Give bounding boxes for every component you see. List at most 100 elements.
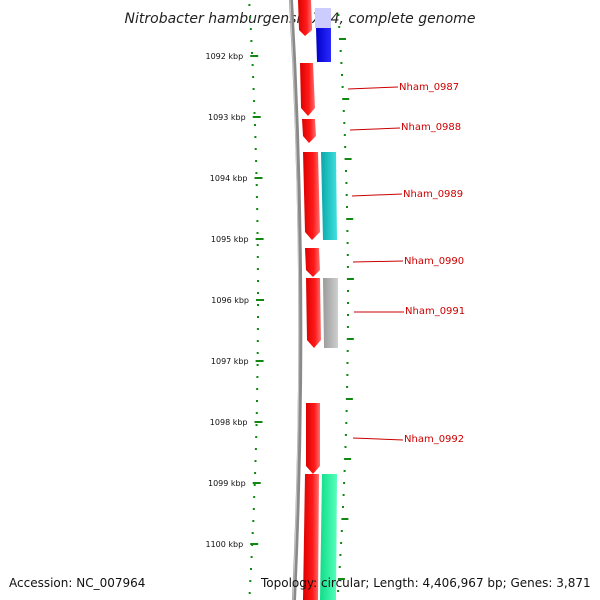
accession-text: Accession: NC_007964 xyxy=(9,576,145,590)
scale-tick-mark xyxy=(256,299,264,301)
inner-scale-dot xyxy=(346,206,348,208)
scale-ticks: 1092 kbp 1093 kbp 1094 kbp 1095 kbp 1096 kbp… xyxy=(205,52,264,549)
inner-scale-dot xyxy=(342,110,345,112)
inner-scale-dot xyxy=(346,386,349,388)
feature-green[interactable] xyxy=(320,474,337,600)
gene-label-nham-0987[interactable]: Nham_0987 xyxy=(399,82,459,93)
inner-scale-dot xyxy=(345,410,348,412)
inner-scale-dot xyxy=(344,158,352,160)
gene-callout-line xyxy=(349,127,401,131)
scale-dot xyxy=(257,280,259,282)
scale-tick-label: 1095 kbp xyxy=(211,235,249,244)
scale-tick-label: 1099 kbp xyxy=(208,479,246,488)
scale-dot xyxy=(253,100,256,102)
scale-dot xyxy=(253,112,256,114)
cds-feature[interactable] xyxy=(306,403,320,474)
scale-tick-mark xyxy=(254,177,263,179)
inner-scale-dot xyxy=(344,458,352,460)
cds-feature[interactable] xyxy=(300,63,315,116)
scale-dot xyxy=(255,172,258,174)
inner-scale-dot xyxy=(346,230,349,232)
scale-dot xyxy=(256,376,259,378)
inner-scale-dot xyxy=(345,170,347,172)
feature-cyan[interactable] xyxy=(321,152,337,240)
inner-scale-dot xyxy=(346,242,349,244)
gene-callout-line xyxy=(351,193,403,197)
inner-scale-dot xyxy=(347,314,349,316)
scale-dot xyxy=(248,4,251,6)
scale-dot xyxy=(257,304,259,306)
inner-scale-dot xyxy=(345,182,348,184)
scale-dot xyxy=(256,220,259,222)
scale-dot xyxy=(251,532,254,534)
cds-feature[interactable] xyxy=(302,119,316,143)
scale-dot xyxy=(257,316,259,318)
scale-tick-label: 1098 kbp xyxy=(210,418,248,427)
cds-feature[interactable] xyxy=(298,0,312,36)
inner-scale-dot xyxy=(341,74,343,76)
inner-scale-dot xyxy=(342,494,345,496)
inner-scale-dot xyxy=(342,506,344,508)
gene-callout-line xyxy=(347,86,399,90)
inner-scale-dot xyxy=(340,542,343,544)
scale-dot xyxy=(254,148,257,150)
inner-scale-dot xyxy=(343,470,346,472)
scale-tick-label: 1096 kbp xyxy=(211,296,249,305)
inner-scale-dot xyxy=(339,38,346,40)
scale-tick-label: 1094 kbp xyxy=(210,174,248,183)
gene-label-nham-0989[interactable]: Nham_0989 xyxy=(403,189,463,200)
inner-scale-dot xyxy=(344,146,347,148)
inner-scale-dot xyxy=(346,326,349,328)
inner-scale-dot xyxy=(339,554,342,556)
scale-dot xyxy=(253,484,256,486)
inner-scale-dot xyxy=(346,218,354,220)
feature-gray[interactable] xyxy=(323,278,338,348)
scale-dot xyxy=(254,448,257,450)
scale-dot xyxy=(253,496,256,498)
inner-scale-dot xyxy=(337,14,340,16)
reverse-feature-track xyxy=(315,8,338,600)
inner-scale-dot xyxy=(340,62,343,64)
feature-light-blue[interactable] xyxy=(315,8,331,28)
scale-dot xyxy=(255,160,258,162)
gene-label-nham-0988[interactable]: Nham_0988 xyxy=(401,122,461,133)
cds-feature[interactable] xyxy=(306,278,321,348)
inner-scale-dot xyxy=(346,254,349,256)
cds-feature[interactable] xyxy=(303,474,319,600)
inner-scale-dot xyxy=(337,590,340,592)
outer-dotted-scale xyxy=(248,4,259,594)
scale-tick-mark xyxy=(254,421,263,423)
scale-dot xyxy=(256,256,259,258)
genome-backbone-highlight xyxy=(289,0,300,600)
scale-dot xyxy=(255,424,258,426)
scale-dot xyxy=(250,568,252,570)
inner-scale-dot xyxy=(338,26,341,28)
topology-text: Topology: circular; Length: 4,406,967 bp… xyxy=(260,576,591,590)
cds-feature[interactable] xyxy=(305,248,320,277)
scale-dot xyxy=(256,268,259,270)
scale-dot xyxy=(256,388,259,390)
scale-dot xyxy=(254,460,257,462)
feature-blue[interactable] xyxy=(316,28,331,62)
inner-scale-dot xyxy=(346,362,349,364)
inner-scale-dot xyxy=(341,518,349,520)
scale-dot xyxy=(252,88,255,90)
forward-cds-track xyxy=(298,0,321,600)
scale-tick-mark xyxy=(255,360,264,362)
inner-scale-dot xyxy=(346,278,354,280)
gene-label-nham-0990[interactable]: Nham_0990 xyxy=(404,256,464,267)
inner-scale-dot xyxy=(346,350,349,352)
scale-dot xyxy=(256,232,259,234)
scale-tick-mark xyxy=(250,55,259,57)
genome-backbone xyxy=(289,0,303,600)
scale-dot xyxy=(251,52,253,54)
gene-callout-line xyxy=(352,437,404,441)
gene-label-nham-0991[interactable]: Nham_0991 xyxy=(405,306,465,317)
inner-scale-dot xyxy=(345,398,353,400)
scale-dot xyxy=(256,340,259,342)
gene-label-nham-0992[interactable]: Nham_0992 xyxy=(404,434,464,445)
gene-labels: Nham_0987 Nham_0988 Nham_0989 Nham_0990 … xyxy=(347,82,465,445)
cds-feature[interactable] xyxy=(303,152,320,240)
scale-dot xyxy=(256,364,259,366)
scale-tick-label: 1100 kbp xyxy=(205,540,243,549)
